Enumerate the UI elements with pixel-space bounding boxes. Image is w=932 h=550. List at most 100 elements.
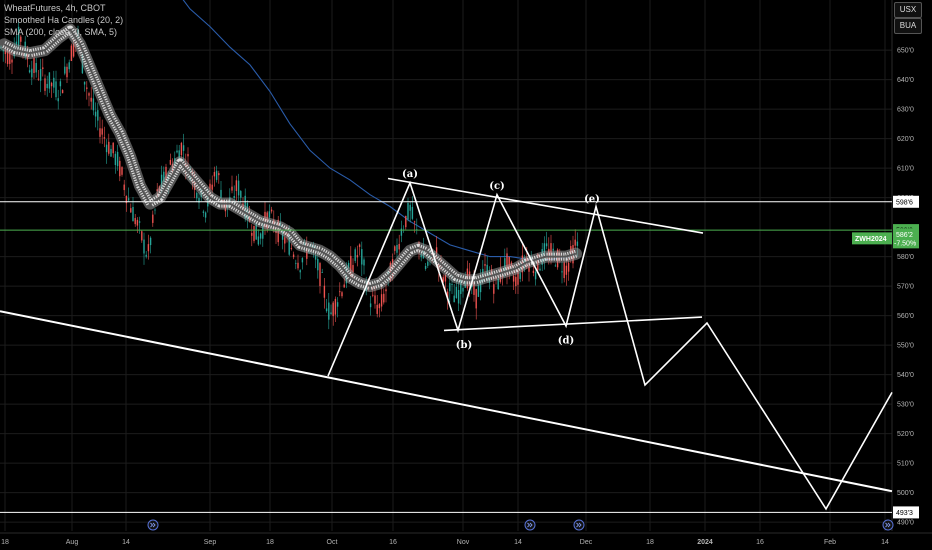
candle-body: [297, 262, 299, 269]
candle-body: [160, 174, 163, 188]
candle-body: [576, 241, 579, 246]
candle-body: [332, 302, 334, 317]
goto-start-icon[interactable]: [147, 519, 159, 531]
candle-body: [182, 145, 185, 151]
candle-body: [97, 110, 99, 121]
candle-body: [196, 192, 198, 199]
candle-body: [477, 284, 480, 297]
y-tick-label: 530'0: [897, 402, 914, 409]
x-tick-label: 18: [266, 539, 274, 546]
candle-body: [215, 170, 218, 180]
goto-realtime-icon[interactable]: [882, 519, 894, 531]
lower-triangle-trendline: [443, 316, 703, 332]
candle-body: [103, 137, 106, 139]
candle-body: [341, 292, 343, 297]
y-tick-label: 520'0: [897, 431, 914, 438]
goto-start-icon-glyph: [150, 522, 156, 528]
y-tick-label: 510'0: [897, 461, 914, 468]
price-tag-label: 598'6: [896, 199, 913, 206]
candle-body: [125, 195, 128, 204]
currency-button[interactable]: USX: [894, 2, 922, 18]
candle-body: [517, 270, 519, 285]
candle-body: [108, 141, 110, 154]
candle-body: [72, 43, 75, 57]
candle-body: [295, 262, 297, 264]
y-tick-label: 550'0: [897, 343, 914, 350]
candle-body: [497, 278, 499, 290]
unit-button[interactable]: BUA: [894, 18, 922, 34]
candle-body: [398, 243, 400, 250]
candle-body: [396, 244, 398, 253]
candle-body: [504, 258, 506, 271]
goto-event-icon[interactable]: [524, 519, 536, 531]
candle-body: [319, 263, 321, 287]
candle-body: [255, 222, 257, 240]
goto-realtime-icon-glyph: [885, 522, 891, 528]
candle-body: [363, 259, 365, 266]
event-marker-icon[interactable]: [573, 519, 585, 531]
candle-body: [323, 285, 326, 298]
candle-body: [46, 83, 48, 89]
candle-body: [268, 211, 271, 218]
candle-body: [119, 160, 121, 177]
candle-body: [574, 239, 576, 246]
candle-body: [453, 295, 455, 303]
y-tick-label: 650'0: [897, 48, 914, 55]
x-tick-label: Sep: [204, 539, 217, 546]
x-tick-label: 16: [756, 539, 764, 546]
candle-body: [143, 239, 145, 254]
candle-body: [539, 268, 541, 271]
candle-body: [361, 249, 363, 265]
candle-body: [198, 197, 200, 203]
candle-body: [86, 87, 88, 89]
candle-body: [180, 142, 183, 156]
candle-body: [449, 283, 451, 292]
candle-body: [374, 295, 376, 304]
candle-body: [61, 90, 64, 94]
candle-body: [552, 248, 554, 251]
y-tick-label: 570'0: [897, 284, 914, 291]
x-tick-label: 14: [881, 539, 889, 546]
candle-body: [420, 254, 422, 258]
candle-body: [9, 51, 11, 64]
goto-event-icon-glyph: [527, 522, 533, 528]
candle-body: [116, 151, 119, 167]
candle-body: [231, 186, 233, 191]
candle-body: [354, 249, 356, 261]
candle-body: [31, 68, 33, 78]
candle-body: [37, 78, 40, 80]
candle-body: [473, 281, 475, 295]
candle-body: [53, 77, 55, 88]
candle-body: [121, 167, 123, 175]
candle-body: [290, 248, 293, 249]
candle-body: [493, 284, 495, 294]
candle-body: [50, 82, 53, 87]
candle-body: [209, 183, 211, 189]
candle-body: [334, 298, 337, 315]
wave-label: (d): [558, 336, 574, 347]
candle-body: [356, 255, 359, 258]
candle-body: [512, 275, 515, 282]
candle-body: [202, 211, 205, 213]
candle-body: [545, 243, 548, 247]
candle-body: [534, 271, 537, 280]
candle-body: [462, 287, 464, 292]
candle-body: [550, 243, 552, 258]
candle-body: [350, 255, 352, 277]
candle-body: [134, 218, 136, 225]
candle-body: [176, 150, 178, 153]
candle-body: [446, 291, 449, 300]
candle-body: [17, 26, 20, 47]
candle-body: [169, 159, 172, 165]
candle-body: [288, 237, 290, 255]
candle-body: [515, 276, 517, 287]
candle-body: [455, 286, 458, 298]
x-tick-label: 14: [514, 539, 522, 546]
candle-body: [218, 173, 220, 176]
candle-body: [372, 294, 374, 296]
candle-body: [284, 237, 286, 244]
legend-symbol: WheatFutures, 4h, CBOT: [4, 3, 106, 13]
candle-body: [149, 237, 152, 246]
legend-ha-candles: Smoothed Ha Candles (20, 2): [4, 15, 124, 25]
